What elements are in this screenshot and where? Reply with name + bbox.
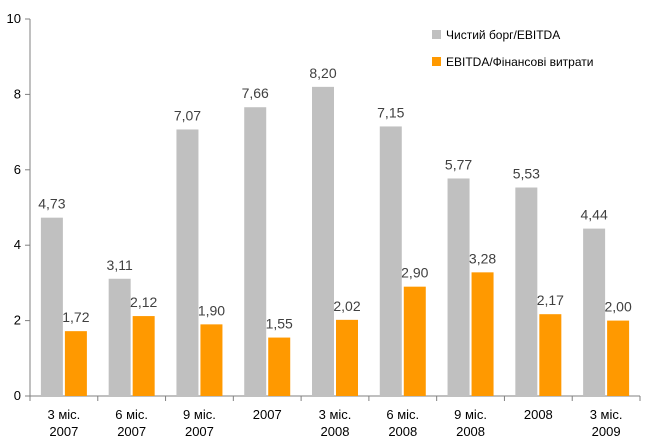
data-label: 7,07 <box>174 107 201 123</box>
bar-series-1 <box>244 107 266 396</box>
bar-series-1 <box>312 87 334 396</box>
x-tick-label: 6 міс. <box>115 407 148 422</box>
data-label: 8,20 <box>309 65 336 81</box>
data-label: 7,15 <box>377 104 404 120</box>
bar-series-1 <box>380 126 402 396</box>
bar-series-1 <box>448 178 470 396</box>
bar-series-1 <box>176 129 198 396</box>
data-label: 2,90 <box>401 265 428 281</box>
x-tick-label: 2007 <box>49 424 78 439</box>
x-tick-label: 2007 <box>185 424 214 439</box>
y-tick-label: 4 <box>14 237 21 252</box>
data-label: 4,73 <box>38 196 65 212</box>
bar-series-2 <box>65 331 87 396</box>
data-label: 2,17 <box>537 292 564 308</box>
x-tick-label: 2008 <box>388 424 417 439</box>
y-tick-label: 10 <box>7 11 21 26</box>
data-label: 4,44 <box>580 207 607 223</box>
data-label: 7,66 <box>242 85 269 101</box>
bar-series-2 <box>133 316 155 396</box>
bar-series-2 <box>404 287 426 396</box>
x-tick-label: 9 міс. <box>183 407 216 422</box>
y-tick-label: 6 <box>14 162 21 177</box>
bar-series-1 <box>515 188 537 396</box>
x-tick-label: 2008 <box>321 424 350 439</box>
bar-series-2 <box>336 320 358 396</box>
x-tick-label: 3 міс. <box>319 407 352 422</box>
legend-label: Чистий борг/EBITDA <box>446 28 560 42</box>
chart-legend: Чистий борг/EBITDA EBITDA/Фінансові витра… <box>432 28 593 69</box>
bar-series-2 <box>200 324 222 396</box>
bar-series-1 <box>109 279 131 396</box>
data-label: 5,77 <box>445 156 472 172</box>
data-label: 1,55 <box>266 316 293 332</box>
bar-series-2 <box>607 321 629 396</box>
data-label: 3,11 <box>107 257 133 273</box>
bar-series-1 <box>583 229 605 396</box>
x-tick-label: 2007 <box>253 407 282 422</box>
data-label: 2,00 <box>604 299 631 315</box>
x-tick-label: 2007 <box>117 424 146 439</box>
x-tick-label: 3 міс. <box>47 407 80 422</box>
x-tick-label: 2009 <box>592 424 621 439</box>
chart-bars <box>41 87 629 396</box>
legend-label: EBITDA/Фінансові витрати <box>446 55 593 69</box>
x-tick-label: 6 міс. <box>386 407 419 422</box>
x-tick-label: 9 міс. <box>454 407 487 422</box>
data-label: 2,12 <box>130 294 157 310</box>
y-tick-label: 2 <box>14 313 21 328</box>
y-tick-label: 8 <box>14 86 21 101</box>
y-tick-label: 0 <box>14 388 21 403</box>
chart-x-labels: 3 міс. 2007 6 міс. 2007 9 міс. 2007 2007 3 міс.… <box>47 407 622 439</box>
bar-series-2 <box>539 314 561 396</box>
bar-series-2 <box>268 338 290 396</box>
data-label: 1,72 <box>62 309 89 325</box>
bar-series-1 <box>41 218 63 396</box>
x-tick-label: 3 міс. <box>590 407 623 422</box>
data-label: 2,02 <box>333 298 360 314</box>
data-label: 5,53 <box>513 166 540 182</box>
legend-swatch <box>432 57 441 66</box>
legend-swatch <box>432 30 441 39</box>
data-label: 3,28 <box>469 250 496 266</box>
data-label: 1,90 <box>198 302 225 318</box>
x-tick-label: 2008 <box>456 424 485 439</box>
x-tick-label: 2008 <box>524 407 553 422</box>
bar-series-2 <box>472 272 494 396</box>
